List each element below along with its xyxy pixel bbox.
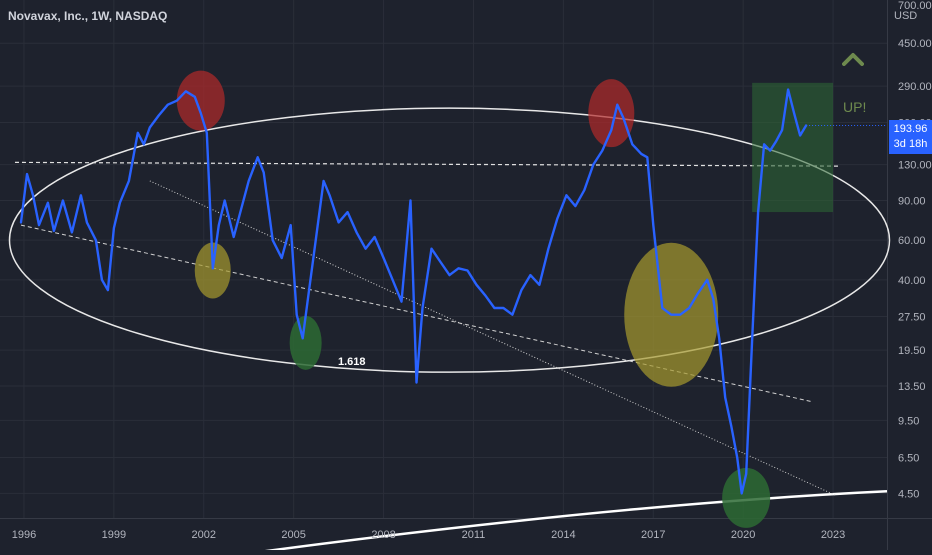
y-tick-label: 700.00 — [898, 0, 932, 12]
price-line-series — [19, 88, 808, 495]
y-tick-label: 290.00 — [898, 81, 932, 93]
y-tick-label: 40.00 — [898, 275, 926, 287]
up-annotation: UP! — [843, 99, 867, 115]
y-tick-label: 6.50 — [898, 452, 919, 464]
current-price-badge: 193.96 3d 18h — [889, 120, 932, 154]
x-tick-label: 1999 — [102, 529, 126, 541]
y-tick-label: 450.00 — [898, 38, 932, 50]
x-tick-label: 2008 — [371, 529, 395, 541]
zone-top-1 — [588, 79, 635, 148]
currency-label: USD — [894, 10, 918, 22]
fib-annotation: 1.618 — [338, 356, 366, 368]
x-tick-label: 2005 — [281, 529, 305, 541]
x-tick-label: 2017 — [641, 529, 665, 541]
y-tick-label: 60.00 — [898, 235, 926, 247]
current-price-value: 193.96 — [893, 123, 928, 135]
horizontal-level — [14, 161, 840, 167]
bar-countdown: 3d 18h — [893, 138, 928, 150]
chevron-up-icon — [842, 52, 864, 71]
x-tick-label: 2023 — [821, 529, 845, 541]
x-tick-label: 1996 — [12, 529, 36, 541]
x-tick-label: 2014 — [551, 529, 575, 541]
zone-top-0 — [176, 70, 225, 131]
zone-bottom-5 — [722, 467, 771, 528]
x-tick-label: 2011 — [462, 529, 486, 541]
y-tick-label: 13.50 — [898, 381, 926, 393]
y-tick-label: 130.00 — [898, 160, 932, 172]
chart-title: Novavax, Inc., 1W, NASDAQ — [8, 9, 168, 23]
zone-bottom-4 — [289, 315, 322, 370]
x-tick-label: 2002 — [192, 529, 216, 541]
x-tick-label: 2020 — [731, 529, 755, 541]
y-tick-label: 27.50 — [898, 311, 926, 323]
y-tick-label: 9.50 — [898, 415, 919, 427]
y-tick-label: 90.00 — [898, 196, 926, 208]
channel-ellipse — [8, 107, 891, 373]
y-tick-label: 4.50 — [898, 488, 919, 500]
y-tick-label: 19.50 — [898, 345, 926, 357]
support-arc — [227, 490, 888, 555]
resistance-trendline — [149, 180, 837, 497]
zone-support-2 — [194, 242, 231, 299]
